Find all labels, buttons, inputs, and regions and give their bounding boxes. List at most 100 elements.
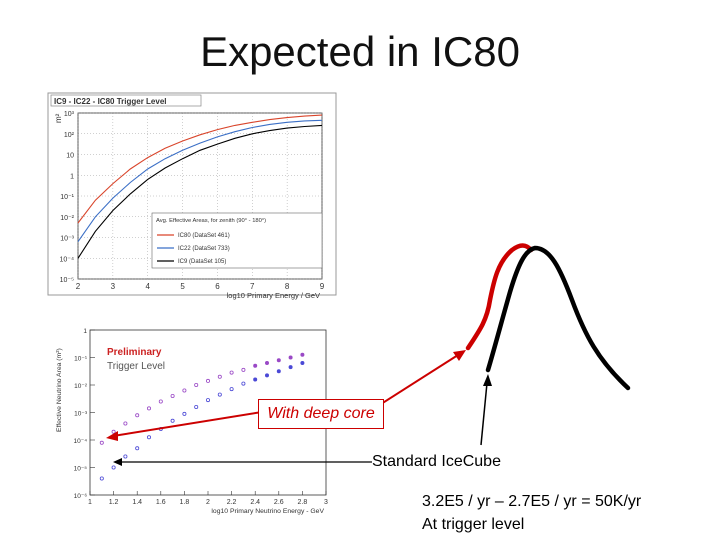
chart2-y-tick-label: 10⁻⁴ — [74, 438, 88, 445]
chart2-x-tick-label: 1.4 — [132, 499, 142, 506]
chart2-data-point — [229, 387, 234, 392]
standard-curve-arrow — [480, 382, 488, 446]
chart2-data-point — [264, 373, 269, 378]
deep-core-spectrum-curve — [465, 243, 534, 351]
chart1-series-line — [77, 119, 323, 243]
chart2-data-point — [158, 399, 163, 404]
chart2-data-point — [123, 421, 128, 426]
deep-core-label: With deep core — [258, 399, 384, 429]
chart2-x-tick-label: 2.6 — [274, 499, 284, 506]
rate-line-2: At trigger level — [422, 516, 525, 533]
chart2-data-point — [253, 363, 258, 368]
chart2-x-tick-label: 1.2 — [109, 499, 119, 506]
chart2-data-point — [288, 365, 293, 370]
chart2-data-point — [182, 411, 187, 416]
chart1-title: IC9 - IC22 - IC80 Trigger Level — [54, 97, 166, 106]
chart2-data-point — [170, 393, 175, 398]
chart2-y-tick-label: 10⁻¹ — [74, 356, 88, 363]
chart2-data-point — [111, 465, 116, 470]
chart2-x-tick-label: 1.6 — [156, 499, 166, 506]
chart2-preliminary-label: Preliminary — [107, 347, 162, 358]
chart2-x-tick-label: 2 — [206, 499, 210, 506]
deep-core-curve-arrow — [380, 354, 459, 405]
chart1-series-line — [77, 114, 323, 224]
chart2-data-point — [288, 355, 293, 360]
chart2-y-tick-label: 10⁻² — [74, 383, 88, 390]
chart2-data-point — [170, 418, 175, 423]
chart1-x-tick-label: 4 — [145, 282, 150, 291]
chart2-y-axis-label: Effective Neutrino Area (m²) — [56, 348, 63, 432]
chart1-legend-label: IC9 (DataSet 105) — [178, 259, 226, 265]
chart1-legend-label: IC22 (DataSet 733) — [178, 246, 230, 252]
chart2-data-point — [264, 360, 269, 365]
chart1-y-tick-label: 10⁻² — [60, 215, 74, 222]
chart2-data-point — [182, 388, 187, 393]
chart2-data-point — [205, 398, 210, 403]
chart1-y-axis-label: m² — [54, 113, 63, 123]
chart2-subtitle: Trigger Level — [107, 361, 165, 372]
chart1-title-box — [50, 94, 202, 107]
chart2-y-tick-label: 10⁻⁶ — [74, 493, 88, 500]
chart1-x-tick-label: 6 — [215, 282, 220, 291]
chart2-data-point — [123, 454, 128, 459]
chart2-x-axis-label: log10 Primary Neutrino Energy - GeV — [211, 508, 324, 515]
chart1-x-tick-label: 5 — [180, 282, 185, 291]
chart1-x-tick-label: 2 — [76, 282, 81, 291]
chart2-x-tick-label: 2.2 — [227, 499, 237, 506]
chart2-data-point — [194, 382, 199, 387]
chart1-y-tick-label: 10 — [66, 153, 74, 160]
chart2-data-point — [146, 406, 151, 411]
chart1-y-tick-label: 10⁻¹ — [60, 194, 74, 201]
chart2-data-point — [276, 369, 281, 374]
chart2-data-point — [205, 378, 210, 383]
chart1-x-tick-label: 7 — [250, 282, 255, 291]
chart2-data-point — [194, 404, 199, 409]
chart1-y-tick-label: 10³ — [64, 111, 75, 118]
chart2-data-point — [135, 413, 140, 418]
deep-core-arrow — [112, 411, 263, 437]
standard-spectrum-curve — [485, 245, 631, 391]
chart1-y-tick-label: 10² — [64, 132, 75, 139]
chart2-x-tick-label: 1.8 — [180, 499, 190, 506]
chart2-data-point — [99, 476, 104, 481]
chart1-legend-title: Avg. Effective Areas, for zenith (90° - … — [156, 218, 266, 224]
rate-text: 3.2E5 / yr – 2.7E5 / yr = 50K/yr At trig… — [422, 490, 641, 536]
chart1-y-tick-label: 1 — [70, 173, 74, 180]
deep-core-arrowhead — [106, 431, 118, 441]
chart1-legend-label: IC80 (DataSet 461) — [178, 233, 230, 239]
chart2-x-tick-label: 3 — [324, 499, 328, 506]
chart2-data-point — [135, 446, 140, 451]
deep-core-curve-arrowhead — [453, 350, 466, 361]
page-title: Expected in IC80 — [200, 28, 520, 75]
chart2-y-tick-label: 10⁻³ — [74, 411, 88, 418]
chart1-x-axis-label: log10 Primary Energy / GeV — [227, 291, 320, 300]
chart2-data-point — [253, 377, 258, 382]
chart1-y-tick-label: 10⁻⁵ — [60, 277, 74, 284]
chart2-data-point — [241, 381, 246, 386]
chart1-series-line — [77, 124, 323, 259]
chart2-data-point — [111, 429, 116, 434]
chart2-data-point — [300, 352, 305, 357]
chart2-data-point — [217, 374, 222, 379]
chart2-data-point — [99, 440, 104, 445]
chart1-y-tick-label: 10⁻³ — [60, 236, 74, 243]
chart2-data-point — [241, 367, 246, 372]
chart2-y-tick-label: 1 — [83, 328, 87, 335]
chart2-x-tick-label: 2.8 — [298, 499, 308, 506]
chart2-data-point — [146, 435, 151, 440]
chart2-data-point — [276, 358, 281, 363]
chart1-legend-box — [151, 212, 323, 269]
chart2-data-point — [229, 370, 234, 375]
chart2-y-tick-label: 10⁻⁵ — [74, 466, 88, 473]
standard-curve-arrowhead — [483, 374, 492, 386]
chart1-x-tick-label: 9 — [320, 282, 325, 291]
chart1-x-tick-label: 8 — [285, 282, 290, 291]
chart2-x-tick-label: 2.4 — [250, 499, 260, 506]
standard-arrowhead — [113, 458, 122, 466]
chart2-x-tick-label: 1 — [88, 499, 92, 506]
chart2-data-point — [300, 360, 305, 365]
chart1-x-tick-label: 3 — [111, 282, 116, 291]
chart2-data-point — [217, 392, 222, 397]
standard-icecube-label: Standard IceCube — [372, 453, 501, 470]
